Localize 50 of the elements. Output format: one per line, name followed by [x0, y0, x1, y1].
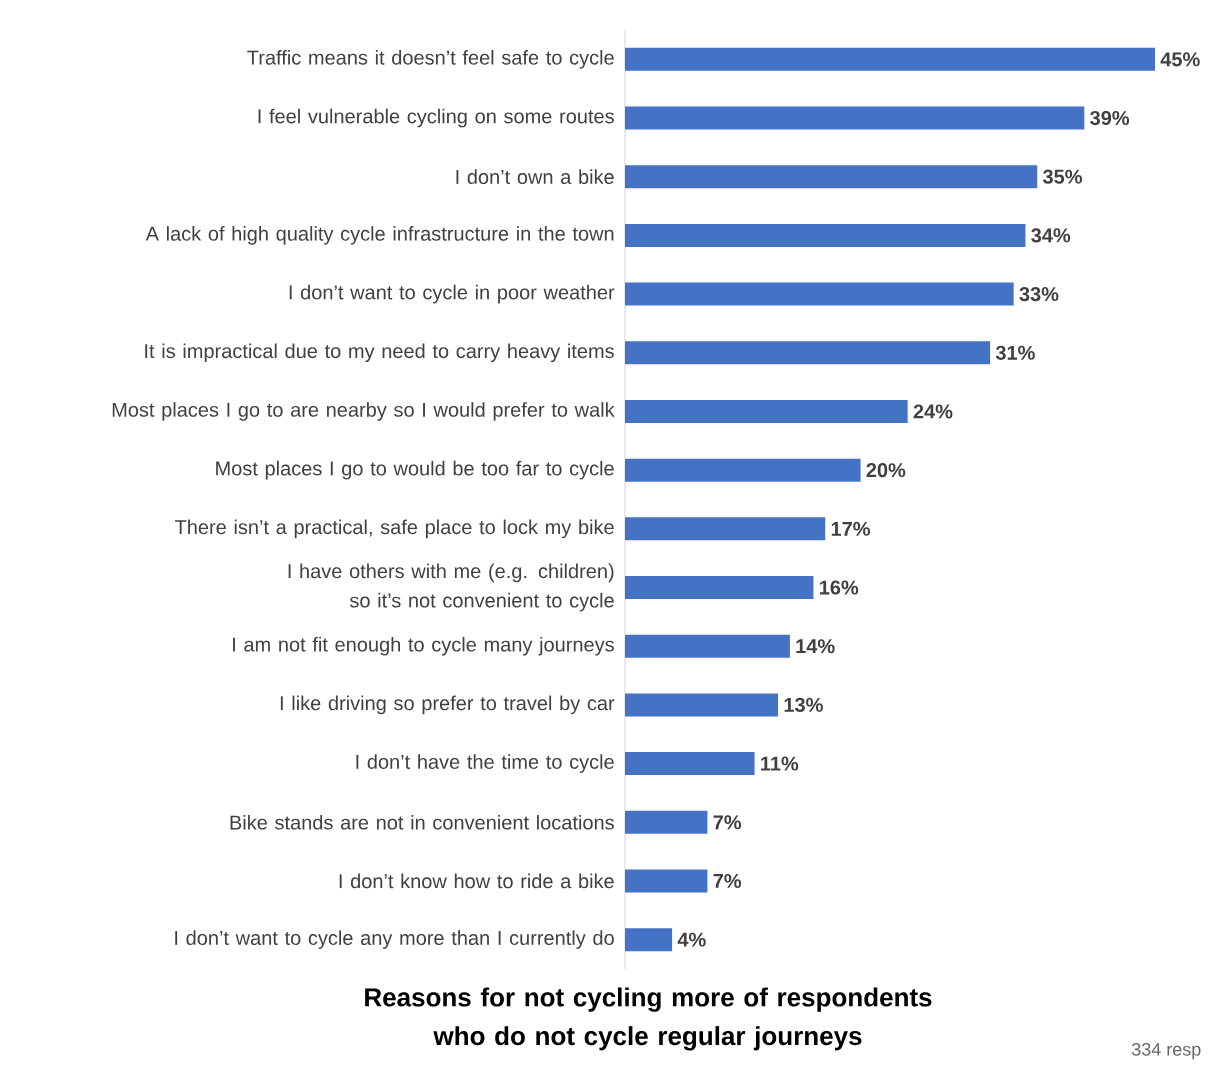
bar [625, 634, 790, 658]
bar [625, 165, 1038, 189]
y-tick-label: I have others with me (e.g. children) so it’s not convenient to cycle [288, 563, 614, 612]
y-tick-label: It is impractical due to my need to carry heavy items [145, 343, 614, 363]
data-label: 14% [796, 639, 835, 654]
bar [625, 576, 814, 600]
data-label: 39% [1090, 110, 1130, 126]
bar [625, 517, 826, 541]
bar [625, 752, 755, 776]
data-label: 11% [761, 756, 799, 771]
y-tick-label: I don’t want to cycle in poor weather [289, 284, 615, 304]
data-label: 45% [1160, 52, 1200, 67]
bar [625, 928, 673, 952]
text: Reasons for not cycling more of respondents who do not cycle regular journeys [365, 987, 932, 1051]
y-tick-label: I don’t know how to ride a bike [339, 873, 614, 889]
bar [625, 223, 1026, 247]
y-tick-label: I don’t want to cycle any more than I currently do [175, 930, 614, 949]
data-label: 31% [995, 345, 1035, 360]
data-label: 17% [831, 521, 870, 536]
y-tick-label: I like driving so prefer to travel by car [280, 695, 615, 715]
bar [625, 341, 991, 365]
data-label: 7% [713, 815, 742, 830]
y-tick-label: Traffic means it doesn’t feel safe to cycle [247, 50, 614, 69]
y-tick-label: Most places I go to are nearby so I would prefer to walk [112, 402, 615, 421]
y-tick-label: A lack of high quality cycle infrastructure in the town [145, 226, 614, 245]
bar [625, 693, 779, 717]
bar [625, 47, 1155, 71]
bar [625, 810, 708, 834]
data-label: 33% [1019, 286, 1059, 302]
y-tick-label: Most places I go to would be too far to cycle [216, 460, 614, 480]
bar [625, 869, 708, 893]
y-tick-label: I don’t own a bike [456, 169, 614, 185]
data-label: 4% [677, 932, 706, 947]
y-tick-label: Bike stands are not in convenient locations [230, 814, 614, 830]
data-label: 20% [866, 463, 906, 478]
bar [625, 282, 1014, 306]
data-label: 35% [1042, 169, 1082, 184]
y-tick-label: I don’t have the time to cycle [356, 754, 614, 773]
y-tick-label: There isn’t a practical, safe place to lock my bike [175, 519, 614, 539]
data-label: 13% [784, 697, 823, 712]
bar [625, 106, 1085, 130]
y-tick-label: I am not fit enough to cycle many journeys [233, 636, 614, 656]
data-label: 24% [913, 404, 953, 419]
text: 334 resp [1131, 1042, 1201, 1060]
bar [625, 458, 861, 482]
bar [625, 399, 908, 423]
y-tick-label: I feel vulnerable cycling on some routes [258, 108, 614, 128]
data-label: 16% [819, 580, 859, 595]
data-label: 34% [1031, 228, 1071, 243]
data-label: 7% [713, 873, 742, 888]
